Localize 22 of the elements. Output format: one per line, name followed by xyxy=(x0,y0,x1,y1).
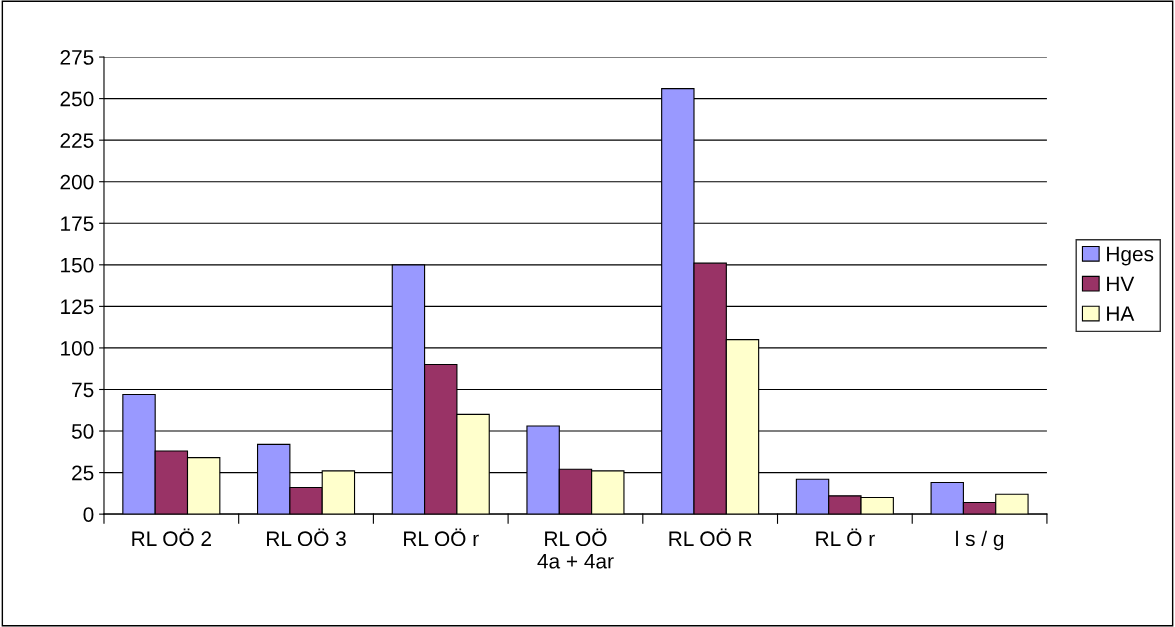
x-tick-label: RL OÖ 3 xyxy=(267,528,346,547)
y-tick-label: 200 xyxy=(60,174,94,190)
legend-label: HV xyxy=(1107,276,1135,291)
x-tick-label: RL OÖ 4a + 4ar xyxy=(537,528,614,569)
y-tick-label: 175 xyxy=(61,216,94,232)
y-tick-label: 0 xyxy=(83,507,94,522)
y-tick-label: 100 xyxy=(61,340,94,356)
x-tick-label: RL OÖ 2 xyxy=(132,528,212,547)
y-tick-label: 250 xyxy=(60,91,94,107)
x-tick-label: RL OÖ R xyxy=(669,528,752,547)
y-tick-label: 125 xyxy=(61,299,94,315)
y-tick-label: 75 xyxy=(72,382,94,398)
legend-label: Hges xyxy=(1107,246,1154,266)
x-tick-label: RL OÖ r xyxy=(404,528,479,547)
y-tick-label: 150 xyxy=(61,257,94,273)
y-tick-label: 225 xyxy=(60,133,94,148)
legend-label: HA xyxy=(1107,306,1135,321)
x-tick-label: RL Ö r xyxy=(816,528,875,547)
y-tick-label: 50 xyxy=(71,424,94,439)
y-tick-label: 275 xyxy=(60,50,94,65)
x-tick-label: l s / g xyxy=(956,530,1004,551)
y-tick-label: 25 xyxy=(72,465,94,481)
